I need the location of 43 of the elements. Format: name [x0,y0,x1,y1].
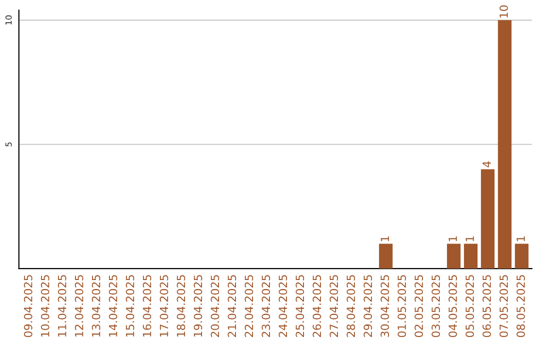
bar [464,244,478,269]
x-tick-label: 04.05.2025 [448,275,457,338]
x-tick-label: 19.04.2025 [194,275,202,337]
x-tick-label: 24.04.2025 [278,275,288,337]
data-label: 1 [448,236,457,242]
x-tick-label: 30.04.2025 [380,275,390,337]
x-tick-label: 13.04.2025 [92,275,100,337]
x-tick-label: 12.04.2025 [74,275,84,337]
x-tick-label: 01.05.2025 [398,275,406,338]
x-tick-label: 21.04.2025 [228,275,236,337]
data-label: 1 [516,236,525,242]
x-tick-label: 29.04.2025 [364,275,372,337]
x-tick-label: 09.04.2025 [24,275,32,338]
x-tick-label: 26.04.2025 [312,275,322,337]
x-tick-label: 28.04.2025 [346,275,356,337]
data-label: 1 [466,236,474,242]
bar [498,20,512,269]
x-tick-label: 20.04.2025 [210,275,220,337]
data-label: 10 [500,5,508,18]
x-tick-label: 11.04.2025 [58,275,66,337]
y-tick-label: 5 [6,142,12,146]
x-tick-label: 25.04.2025 [296,275,304,337]
bar [446,244,461,269]
bar [480,169,495,269]
bar [379,244,393,269]
x-tick-label: 15.04.2025 [126,275,134,337]
x-tick-label: 23.04.2025 [262,275,270,337]
data-label: 1 [380,236,389,242]
x-tick-label: 08.05.2025 [516,275,525,338]
x-tick-label: 03.05.2025 [432,275,440,338]
x-tick-label: 22.04.2025 [244,275,254,337]
x-tick-label: 06.05.2025 [482,275,491,338]
x-tick-label: 17.04.2025 [160,275,168,337]
x-tick-label: 16.04.2025 [142,275,152,337]
x-tick-label: 27.04.2025 [330,275,338,337]
bar [514,244,529,269]
x-tick-label: 18.04.2025 [176,275,186,337]
x-tick-label: 07.05.2025 [500,275,508,338]
x-tick-label: 02.05.2025 [414,275,424,338]
x-tick-label: 05.05.2025 [466,275,474,338]
data-label: 4 [482,161,491,168]
x-tick-label: 10.04.2025 [40,275,50,337]
x-tick-label: 14.04.2025 [108,275,118,337]
